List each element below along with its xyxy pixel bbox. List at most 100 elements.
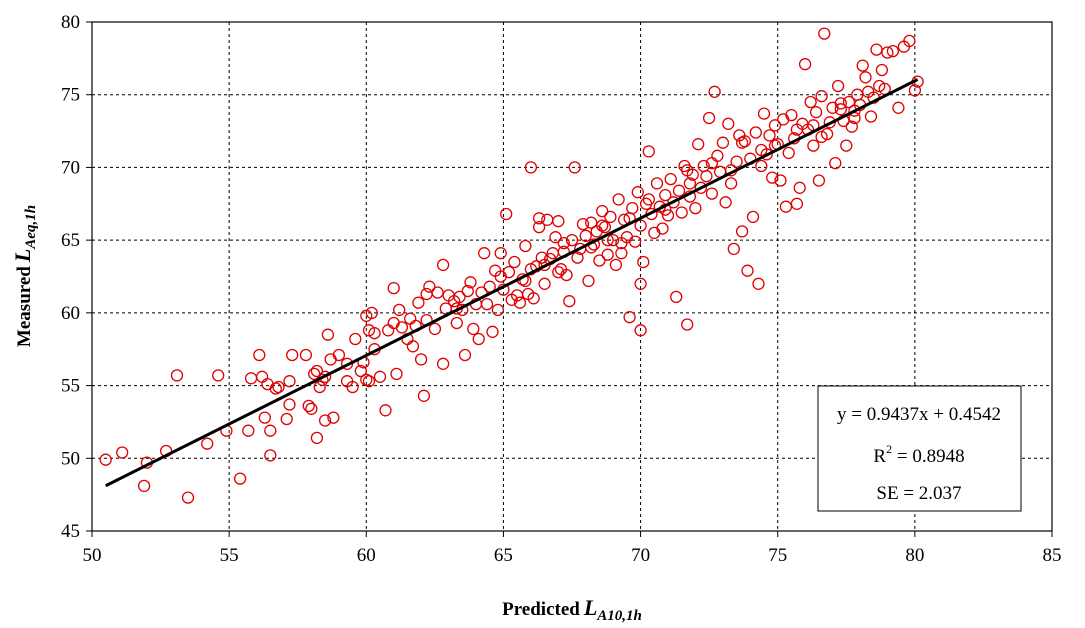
data-point [579,229,592,242]
r-squared: R2 = 0.8948 [873,442,964,467]
data-point [524,161,538,174]
data-point [332,348,346,362]
data-point [798,58,812,71]
data-point [420,287,433,301]
data-point [593,254,606,267]
y-axis-title-subscript: Aeq,1h [23,205,39,250]
data-point [513,296,527,309]
data-point [500,207,513,221]
data-point [840,139,853,152]
data-point [859,71,872,84]
data-point [538,277,551,290]
data-point [557,236,570,250]
data-point [631,186,644,199]
stats-box: y = 0.9437x + 0.4542 R2 = 0.8948 SE = 2.… [817,385,1022,512]
data-point [864,110,878,123]
data-point [675,206,688,219]
data-point [760,148,773,161]
data-point [253,348,266,362]
data-point [318,370,332,383]
data-point [746,210,760,224]
data-point [321,328,335,341]
plot-border [91,21,1053,532]
data-point [790,123,804,136]
data-point [735,225,749,238]
data-point [508,255,521,269]
data-point [892,101,905,114]
x-tick-label: 85 [1043,545,1062,566]
data-point [659,188,672,202]
data-point [807,139,820,152]
x-tick-label: 75 [768,545,787,566]
data-point [478,247,491,260]
data-point [642,145,655,158]
data-point [486,325,499,338]
data-point [360,309,373,322]
data-point [815,90,828,103]
data-point [604,210,617,224]
data-point [387,316,400,330]
data-point [774,174,787,187]
data-point [815,130,828,144]
data-point [766,171,779,184]
x-tick-label: 80 [905,545,924,566]
data-point [716,136,730,149]
data-point [834,103,847,116]
data-point [532,220,546,234]
data-point [615,247,628,260]
data-point [313,380,326,394]
data-point [642,193,655,206]
data-point [741,264,754,277]
r-squared-symbol: R [873,446,886,467]
data-point [453,290,466,304]
data-point [310,431,324,445]
y-tick-label: 45 [61,521,80,542]
data-point [368,327,381,340]
y-tick-label: 75 [61,85,80,106]
data-point [286,348,299,362]
r-squared-value: = 0.8948 [892,446,964,467]
data-points [99,27,924,504]
data-point [305,402,318,415]
data-point [585,216,598,229]
data-point [705,187,719,200]
data-point [464,276,477,289]
data-point [423,280,436,293]
r-squared-exponent: 2 [886,442,892,456]
data-point [201,437,214,450]
stats-box-frame [817,385,1022,512]
data-point [552,265,565,279]
data-point [299,348,313,362]
data-point [812,174,826,187]
data-point [354,364,367,378]
data-point [480,297,494,311]
data-point [379,404,392,417]
y-axis-title: Measured LAeq,1h [10,205,39,347]
data-point [634,324,647,337]
data-point [749,126,762,139]
data-point [283,375,296,388]
data-point [264,449,277,462]
data-point [845,120,858,133]
standard-error: SE = 2.037 [876,483,961,504]
data-point [683,177,697,190]
data-point [730,155,743,168]
data-point [768,119,782,132]
data-point [532,212,546,225]
x-tick-label: 60 [357,545,376,566]
data-point [612,193,625,206]
data-point [494,270,507,283]
data-point [519,239,532,253]
data-point [406,340,420,353]
data-point [596,219,609,232]
data-point [552,215,565,228]
data-point [568,161,581,174]
y-axis-title-symbol: L [10,249,35,263]
data-point [634,219,647,232]
data-point [373,370,387,383]
data-point [694,181,708,194]
data-point [458,348,472,362]
data-point [472,332,485,346]
x-tick-label: 65 [494,545,513,566]
